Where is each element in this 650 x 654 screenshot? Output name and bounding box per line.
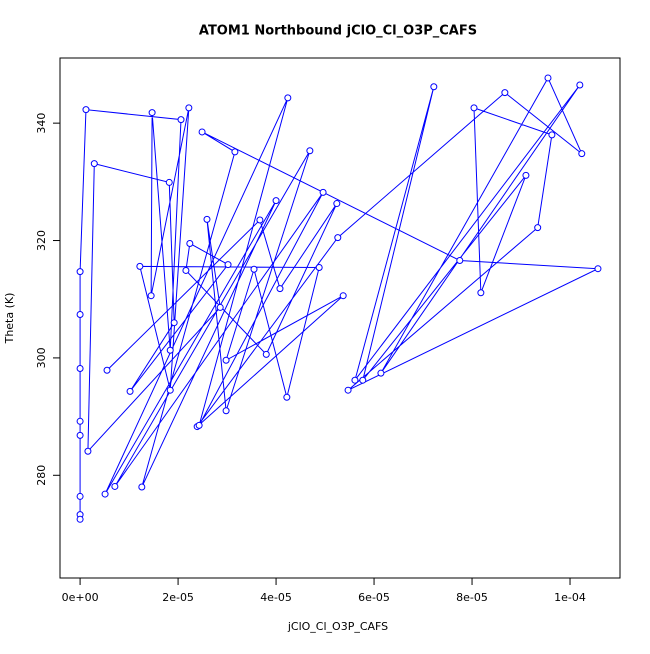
point (256, 216, 264, 224)
y-tick-label: 340 (35, 113, 48, 134)
point (216, 303, 224, 311)
point (76, 310, 84, 318)
x-axis-label: jClO_Cl_O3P_CAFS (287, 620, 388, 633)
y-axis-label: Theta (K) (3, 293, 16, 345)
point (231, 148, 239, 156)
point (594, 265, 602, 273)
x-tick-label: 6e-05 (358, 591, 390, 604)
point (276, 285, 284, 293)
point (470, 104, 478, 112)
point (177, 116, 185, 124)
point (148, 109, 156, 117)
point (477, 289, 485, 297)
point (147, 292, 155, 300)
point (76, 492, 84, 500)
x-tick-label: 8e-05 (456, 591, 488, 604)
point (344, 386, 352, 394)
point (359, 376, 367, 384)
point (224, 261, 232, 269)
point (501, 89, 509, 97)
point (377, 369, 385, 377)
y-tick-label: 320 (35, 230, 48, 251)
x-tick-label: 0e+00 (62, 591, 99, 604)
point (203, 215, 211, 223)
point (262, 350, 270, 358)
point (315, 264, 323, 272)
point (186, 239, 194, 247)
point (222, 356, 230, 364)
point (222, 407, 230, 415)
point (534, 224, 542, 232)
y-tick-label: 300 (35, 347, 48, 368)
point (84, 447, 92, 455)
point (76, 364, 84, 372)
point (90, 160, 98, 168)
point (76, 268, 84, 276)
point (522, 171, 530, 179)
point (548, 131, 556, 139)
point (576, 81, 584, 89)
point (195, 421, 203, 429)
point (351, 376, 359, 384)
point (136, 262, 144, 270)
point (272, 197, 280, 205)
x-tick-label: 1e-04 (554, 591, 586, 604)
chart-title: ATOM1 Northbound jClO_Cl_O3P_CAFS (199, 24, 477, 39)
point (138, 483, 146, 491)
point (250, 265, 258, 273)
x-tick-label: 4e-05 (260, 591, 292, 604)
point (578, 150, 586, 158)
point (283, 393, 291, 401)
y-tick-label: 280 (35, 465, 48, 486)
point (165, 178, 173, 186)
point (126, 387, 134, 395)
point (319, 188, 327, 196)
point (185, 104, 193, 112)
point (101, 490, 109, 498)
point (76, 431, 84, 439)
point (111, 482, 119, 490)
point (166, 386, 174, 394)
point (170, 319, 178, 327)
point (284, 94, 292, 102)
point (103, 366, 111, 374)
point (334, 234, 342, 242)
x-tick-label: 2e-05 (162, 591, 194, 604)
point (430, 83, 438, 91)
point (339, 292, 347, 300)
point (82, 106, 90, 114)
point (166, 346, 174, 354)
point (76, 417, 84, 425)
point (306, 147, 314, 155)
point (456, 256, 464, 264)
point (76, 515, 84, 523)
point (544, 74, 552, 82)
point (182, 266, 190, 274)
point (333, 200, 341, 208)
point (198, 128, 206, 136)
